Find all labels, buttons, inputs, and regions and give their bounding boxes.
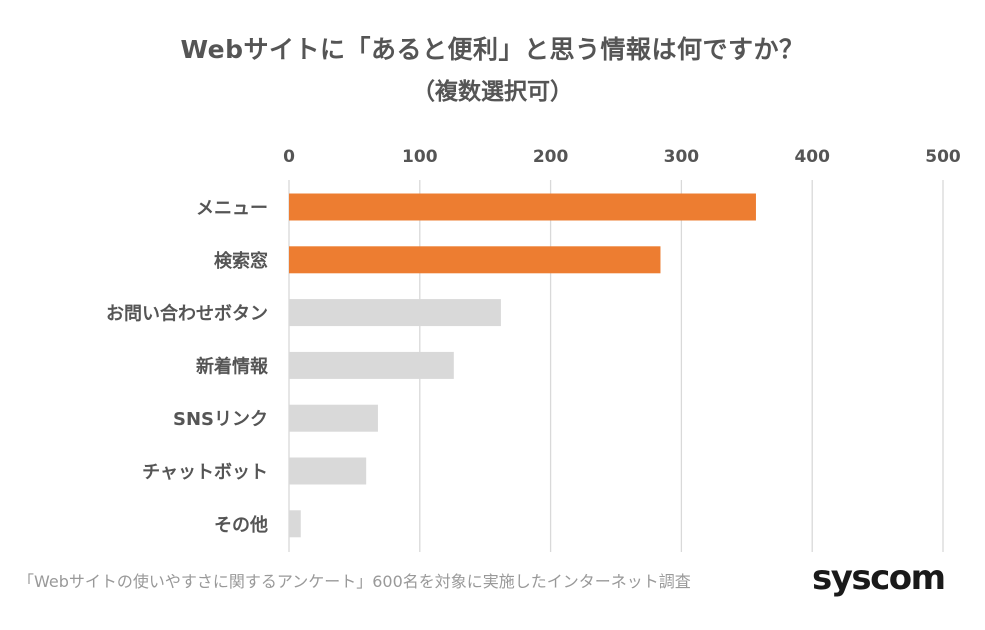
category-label: 検索窓	[214, 250, 268, 272]
category-label: 新着情報	[196, 355, 269, 377]
x-tick-label: 100	[402, 147, 438, 167]
bar-3	[289, 351, 454, 379]
bar-4	[289, 404, 378, 432]
brand-logo: syscom	[812, 558, 946, 598]
x-tick-label: 0	[283, 147, 295, 167]
footer-note: 「Webサイトの使いやすさに関するアンケート」600名を対象に実施したインターネ…	[18, 572, 691, 591]
category-label: お問い合わせボタン	[106, 303, 268, 325]
bar-1	[289, 246, 661, 274]
category-label: SNSリンク	[173, 409, 268, 430]
x-tick-label: 300	[664, 147, 700, 167]
chart-title-block: Webサイトに「あると便利」と思う情報は何ですか？ （複数選択可）	[0, 28, 985, 112]
chart-subtitle: （複数選択可）	[412, 79, 573, 105]
x-tick-label: 200	[533, 147, 569, 167]
category-label: その他	[214, 514, 268, 536]
chart-title: Webサイトに「あると便利」と思う情報は何ですか？	[180, 35, 805, 64]
bar-0	[289, 193, 756, 221]
category-label: メニュー	[196, 198, 268, 219]
category-label: チャットボット	[142, 462, 268, 483]
x-tick-label: 500	[925, 147, 961, 167]
x-tick-label: 400	[794, 147, 830, 167]
bar-6	[289, 510, 301, 538]
bar-2	[289, 299, 501, 327]
bar-5	[289, 457, 367, 485]
